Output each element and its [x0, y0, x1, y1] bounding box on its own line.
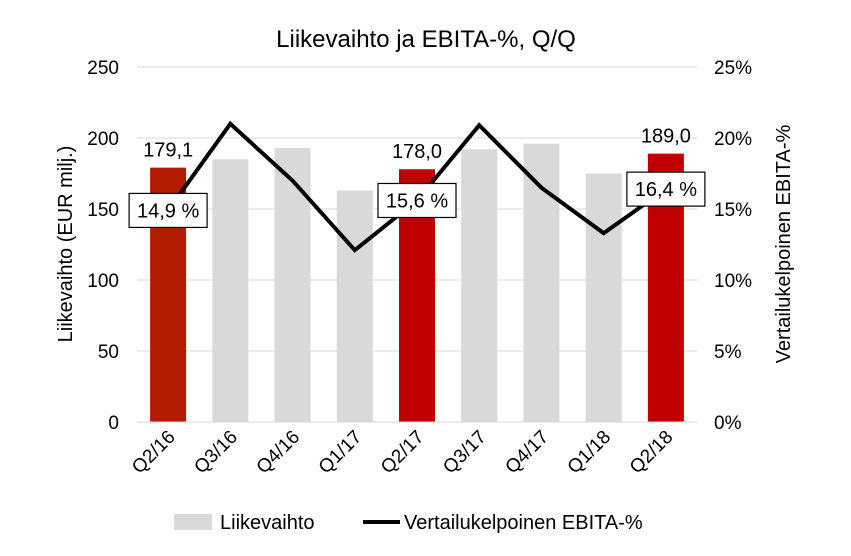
legend-label-bars: Liikevaihto — [220, 512, 315, 534]
y-tick-label: 150 — [87, 200, 119, 221]
x-tick-label: Q2/16 — [128, 427, 179, 478]
bar-data-label: 189,0 — [641, 126, 691, 148]
legend: Liikevaihto Vertailukelpoinen EBITA-% — [174, 512, 643, 534]
bar — [274, 147, 311, 422]
y-tick-label: 100 — [87, 271, 119, 292]
x-tick-label: Q4/17 — [502, 427, 553, 478]
y2-tick-label: 15% — [714, 200, 752, 221]
y2-tick-label: 5% — [714, 342, 742, 363]
line-data-label: 15,6 % — [386, 190, 448, 212]
bar-data-label: 178,0 — [392, 141, 442, 163]
bar-data-label: 179,1 — [143, 140, 193, 162]
bar — [585, 173, 622, 422]
x-tick-label: Q2/17 — [377, 427, 428, 478]
bar — [461, 149, 498, 423]
x-tick-label: Q3/16 — [190, 427, 241, 478]
y-tick-label: 0 — [108, 413, 119, 434]
data-labels: 179,1 178,0 189,0 14,9 % 15,6 % 16,4 % — [128, 126, 706, 229]
y-tick-label: 50 — [98, 342, 119, 363]
line-data-label: 16,4 % — [635, 179, 697, 201]
y2-tick-label: 20% — [714, 129, 752, 150]
x-tick-label: Q4/16 — [253, 427, 304, 478]
bar — [212, 159, 249, 423]
x-tick-label: Q2/18 — [626, 427, 677, 478]
y2-axis-label: Vertailukelpoinen EBITA-% — [773, 124, 795, 363]
legend-label-line: Vertailukelpoinen EBITA-% — [404, 512, 643, 534]
line-label-box — [377, 182, 457, 219]
line-label-box — [128, 192, 208, 229]
line-data-label: 14,9 % — [137, 200, 199, 222]
x-tick-label: Q1/18 — [564, 427, 615, 478]
y-axis-label: Liikevaihto (EUR milj.) — [55, 146, 77, 343]
chart-title: Liikevaihto ja EBITA-%, Q/Q — [276, 26, 576, 53]
x-tick-label: Q3/17 — [439, 427, 490, 478]
y-tick-label: 250 — [87, 58, 119, 79]
bar — [336, 190, 373, 422]
y-tick-label: 200 — [87, 129, 119, 150]
y2-tick-label: 25% — [714, 58, 752, 79]
x-tick-label: Q1/17 — [315, 427, 366, 478]
y2-tick-label: 10% — [714, 271, 752, 292]
line-label-box — [626, 171, 706, 207]
y2-tick-label: 0% — [714, 413, 742, 434]
legend-bar-swatch — [174, 514, 212, 530]
